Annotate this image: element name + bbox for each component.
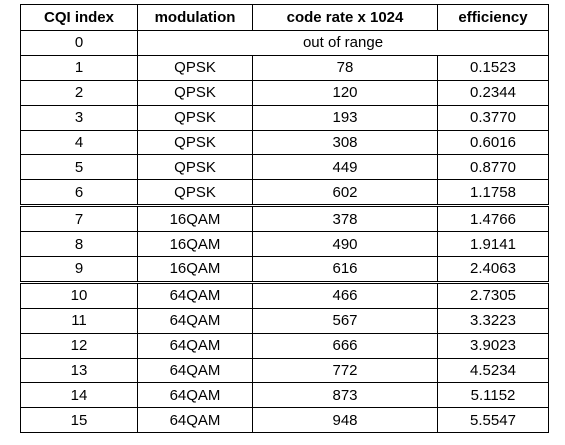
table-cell: 5.1152: [437, 382, 549, 409]
table-row: 7 16QAM 378 1.4766: [20, 204, 549, 233]
table-cell: 1.1758: [437, 179, 549, 207]
table-row: 14 64QAM 873 5.1152: [20, 382, 549, 409]
table-row: 6 QPSK 602 1.1758: [20, 179, 549, 207]
table-cell: 16QAM: [137, 204, 253, 233]
table-row: 5 QPSK 449 0.8770: [20, 154, 549, 181]
table-cell: 10: [20, 280, 138, 309]
table-cell: 1.9141: [437, 231, 549, 258]
header-cell: code rate x 1024: [252, 4, 438, 31]
header-cell: efficiency: [437, 4, 549, 31]
table-cell: 120: [252, 79, 438, 106]
table-cell: 948: [252, 407, 438, 434]
table-cell: 7: [20, 204, 138, 233]
table-cell: 64QAM: [137, 382, 253, 409]
table-cell: 5.5547: [437, 407, 549, 434]
table-cell: 11: [20, 307, 138, 334]
table-cell: 0.2344: [437, 79, 549, 106]
table-cell: QPSK: [137, 129, 253, 156]
table-cell: QPSK: [137, 79, 253, 106]
table-cell: QPSK: [137, 154, 253, 181]
table-cell: 193: [252, 104, 438, 131]
table-row: 15 64QAM 948 5.5547: [20, 407, 549, 434]
table-cell: 2.4063: [437, 256, 549, 283]
table-cell: 3.9023: [437, 332, 549, 359]
table-cell: 9: [20, 256, 138, 283]
table-cell: 0: [20, 30, 138, 56]
table-row: 9 16QAM 616 2.4063: [20, 256, 549, 283]
table-body: 0 out of range 1 QPSK 78 0.1523 2 QPSK 120 0.2344…: [20, 30, 549, 434]
table-cell: out of range: [137, 30, 549, 56]
table-cell: 15: [20, 407, 138, 434]
table-row: 12 64QAM 666 3.9023: [20, 332, 549, 359]
table-row: 4 QPSK 308 0.6016: [20, 129, 549, 156]
table-cell: QPSK: [137, 54, 253, 81]
table-cell: 16QAM: [137, 231, 253, 258]
table-cell: 64QAM: [137, 332, 253, 359]
table-cell: 2: [20, 79, 138, 106]
table-cell: QPSK: [137, 179, 253, 207]
header-cell: CQI index: [20, 4, 138, 31]
table-cell: 4.5234: [437, 357, 549, 384]
table-cell: 466: [252, 280, 438, 309]
table-cell: 14: [20, 382, 138, 409]
table-cell: 0.8770: [437, 154, 549, 181]
table-cell: 490: [252, 231, 438, 258]
table-cell: 64QAM: [137, 407, 253, 434]
table-cell: 1.4766: [437, 204, 549, 233]
table-cell: 772: [252, 357, 438, 384]
table-cell: 2.7305: [437, 280, 549, 309]
table-row: 8 16QAM 490 1.9141: [20, 231, 549, 258]
table-cell: 567: [252, 307, 438, 334]
table-cell: 1: [20, 54, 138, 81]
table-cell: 602: [252, 179, 438, 207]
table-cell: 12: [20, 332, 138, 359]
table-row: 1 QPSK 78 0.1523: [20, 54, 549, 81]
table-cell: 13: [20, 357, 138, 384]
table-cell: 378: [252, 204, 438, 233]
table-row: 3 QPSK 193 0.3770: [20, 104, 549, 131]
table-row: 2 QPSK 120 0.2344: [20, 79, 549, 106]
table-cell: 6: [20, 179, 138, 207]
table-cell: 0.1523: [437, 54, 549, 81]
table-cell: QPSK: [137, 104, 253, 131]
table-cell: 16QAM: [137, 256, 253, 283]
table-cell: 3: [20, 104, 138, 131]
table-cell: 873: [252, 382, 438, 409]
cqi-table: CQI index modulation code rate x 1024 effic…: [20, 4, 549, 434]
table-cell: 0.3770: [437, 104, 549, 131]
table-cell: 666: [252, 332, 438, 359]
table-cell: 3.3223: [437, 307, 549, 334]
table-cell: 616: [252, 256, 438, 283]
table-cell: 308: [252, 129, 438, 156]
table-cell: 8: [20, 231, 138, 258]
table-cell: 64QAM: [137, 357, 253, 384]
table-cell: 78: [252, 54, 438, 81]
header-row: CQI index modulation code rate x 1024 effic…: [20, 4, 549, 31]
table-cell: 64QAM: [137, 280, 253, 309]
table-row: 10 64QAM 466 2.7305: [20, 280, 549, 309]
table-cell: 0.6016: [437, 129, 549, 156]
table-cell: 5: [20, 154, 138, 181]
table-cell: 449: [252, 154, 438, 181]
table-row: 11 64QAM 567 3.3223: [20, 307, 549, 334]
table-cell: 4: [20, 129, 138, 156]
table-row: 0 out of range: [20, 30, 549, 56]
table-cell: 64QAM: [137, 307, 253, 334]
header-cell: modulation: [137, 4, 253, 31]
table-row: 13 64QAM 772 4.5234: [20, 357, 549, 384]
